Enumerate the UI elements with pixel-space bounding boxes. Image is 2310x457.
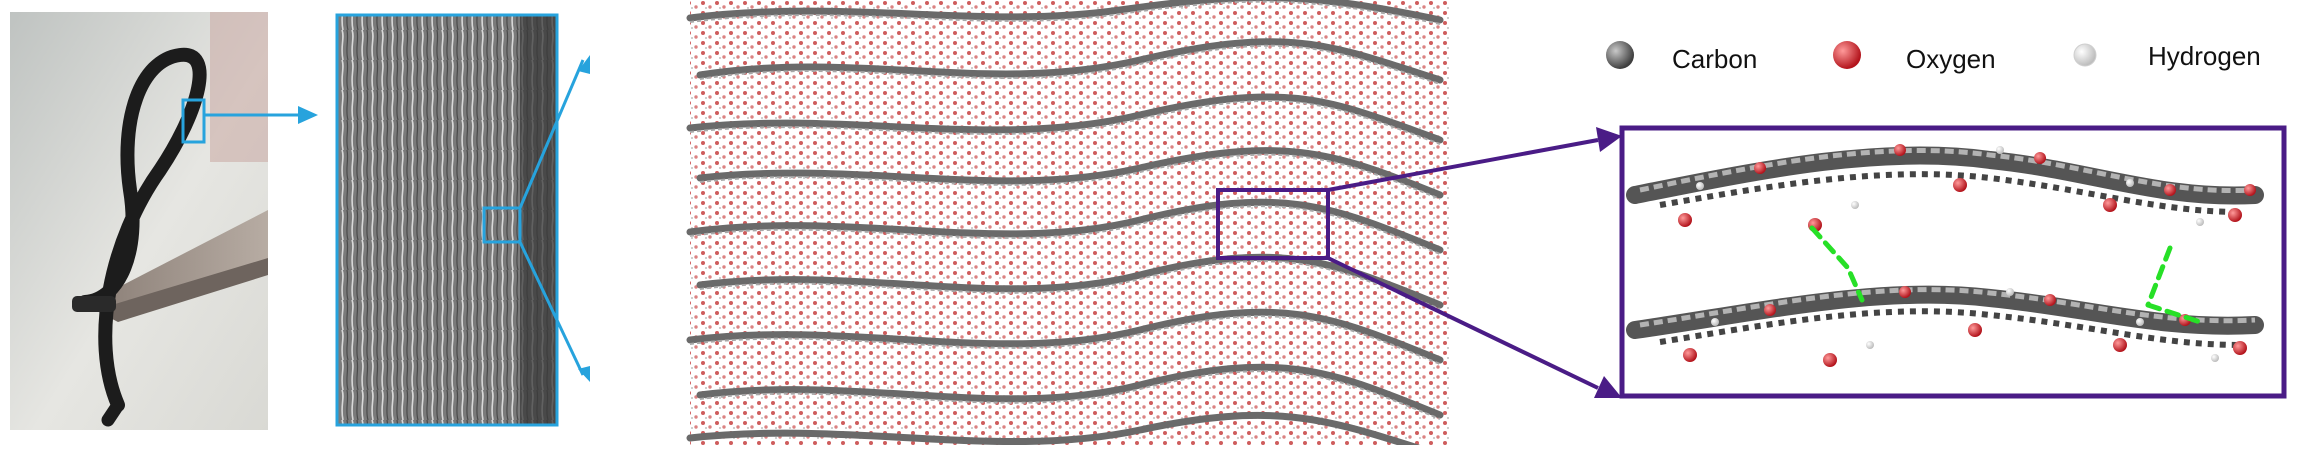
hydrogen-atom-icon [2073,43,2097,67]
upper-sheet [1626,144,2264,232]
legend: Carbon Oxygen Hydrogen [1606,41,2261,74]
zoom-panel [1619,125,2287,399]
simulation-highlight-box [1216,188,1330,260]
film-loop [78,47,207,412]
simulation-panel [686,0,1450,445]
sem-highlight-box [482,206,522,244]
legend-item-hydrogen: Hydrogen [2073,41,2261,71]
photo-highlight-box [181,98,206,144]
photo-panel [10,12,268,430]
graphene-layers [686,0,1444,445]
oxygen-atom-icon [1833,41,1861,69]
zoom-arrows [1327,127,1622,398]
hydrogen-bonds [1809,225,2203,325]
legend-item-carbon: Carbon [1606,41,1757,74]
legend-label-carbon: Carbon [1672,44,1757,74]
tweezers [90,210,268,318]
lower-sheet [1626,285,2264,367]
sem-panel [335,13,590,427]
carbon-atom-icon [1606,41,1634,69]
legend-label-oxygen: Oxygen [1906,44,1996,74]
legend-item-oxygen: Oxygen [1833,41,1996,74]
legend-label-hydrogen: Hydrogen [2148,41,2261,71]
arrow-photo-to-sem [205,106,318,124]
